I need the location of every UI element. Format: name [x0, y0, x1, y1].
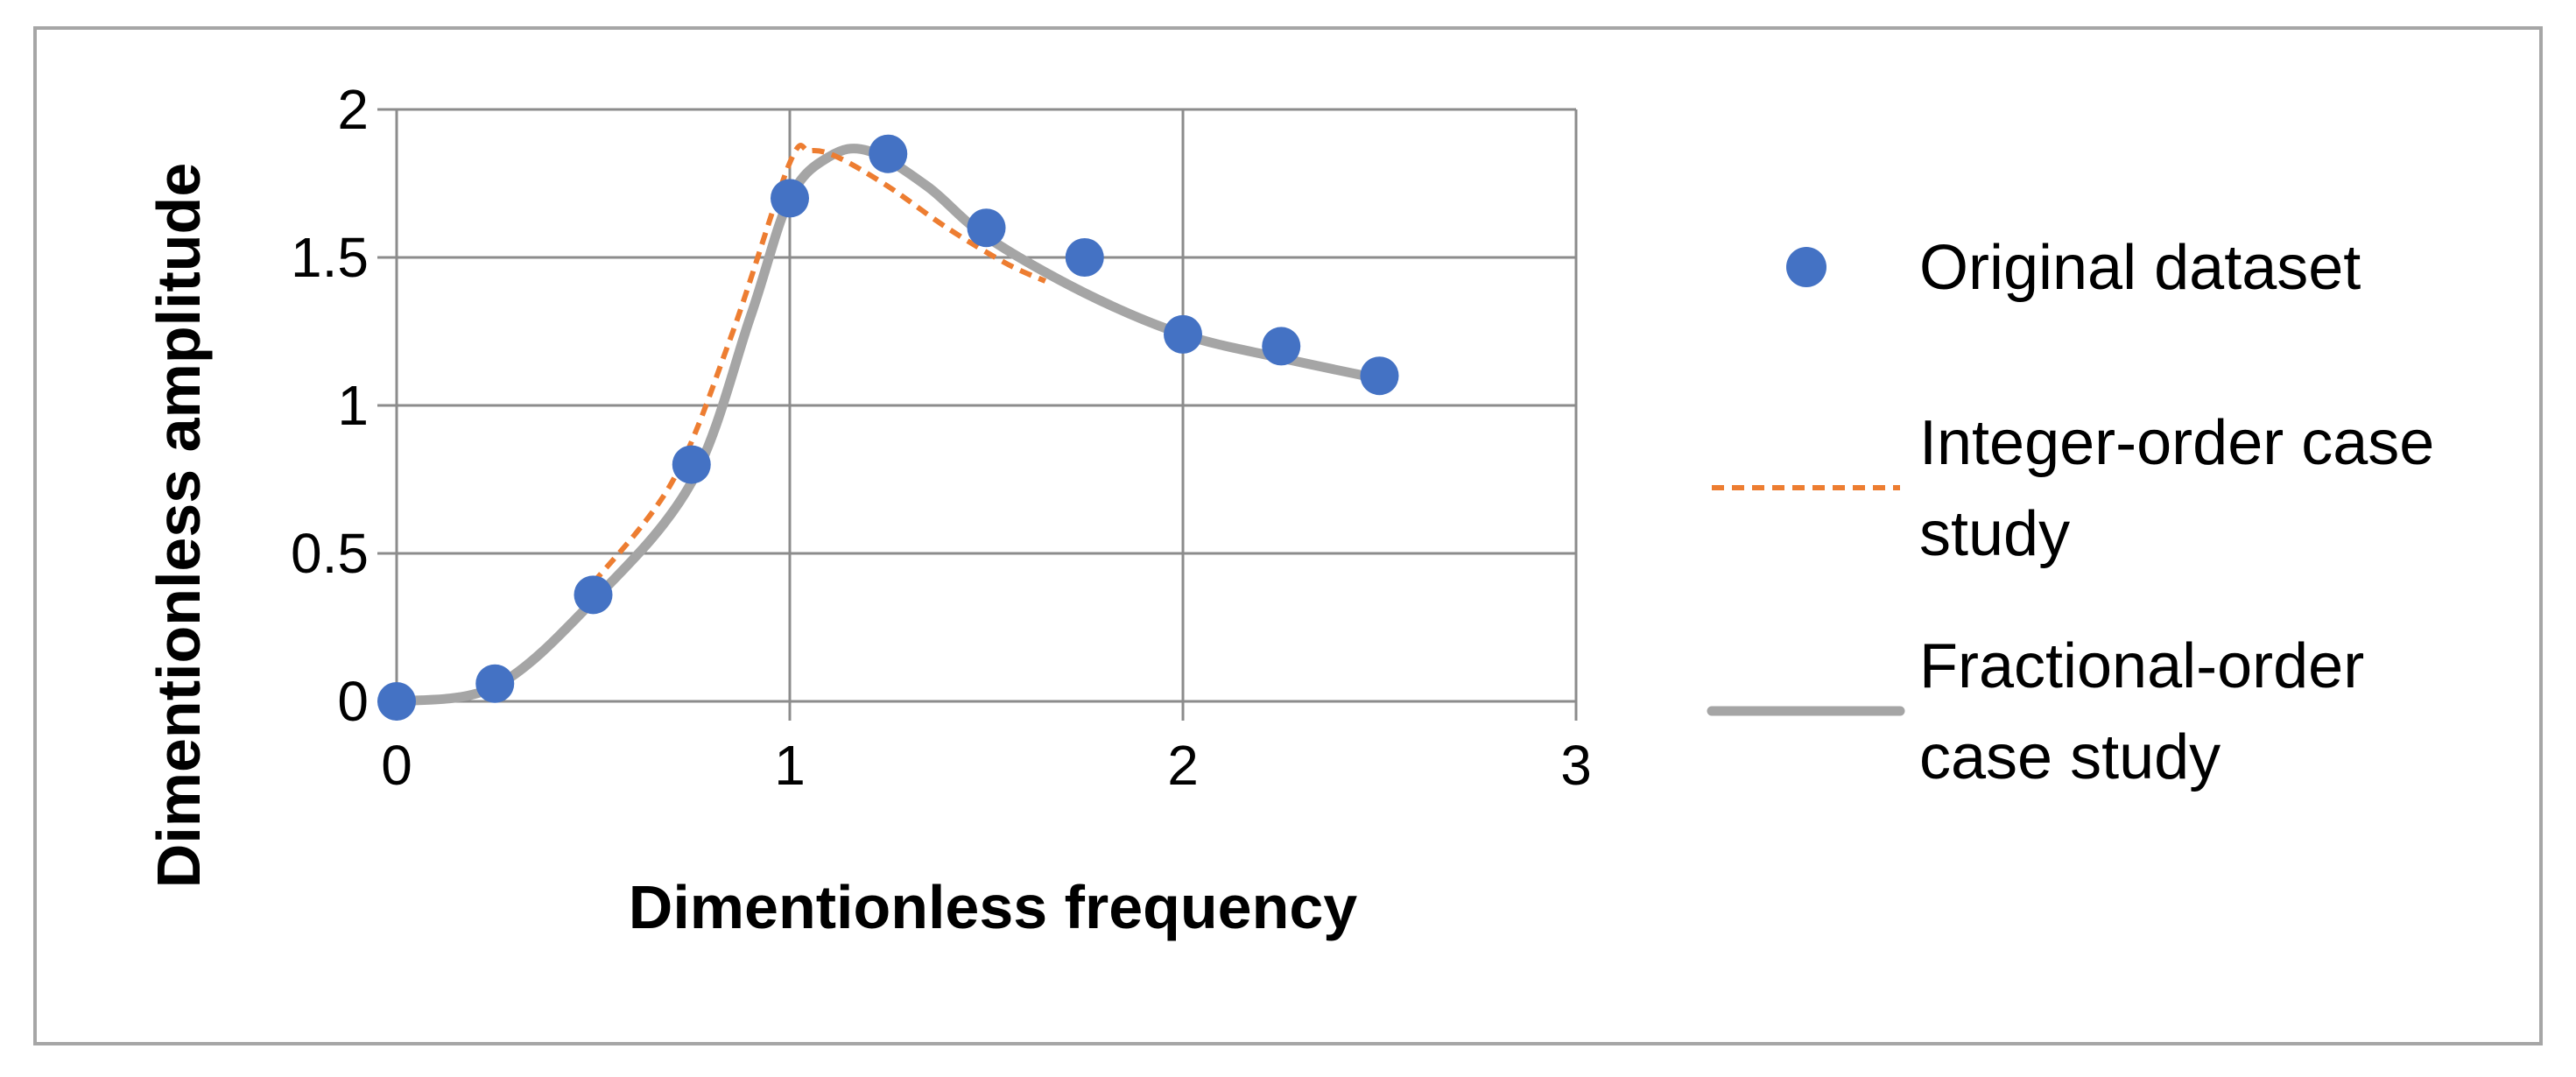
data-point-marker — [967, 208, 1006, 248]
data-point-marker — [574, 575, 613, 615]
legend-label: study — [1919, 499, 2070, 569]
y-tick-label: 2 — [337, 78, 369, 141]
x-tick-label: 3 — [1560, 734, 1592, 797]
legend-label: case study — [1919, 722, 2221, 792]
legend-label: Integer-order case — [1919, 408, 2434, 478]
integer-order-dashed-line — [591, 142, 1047, 585]
data-point-marker — [1262, 327, 1301, 366]
data-point-marker — [475, 664, 515, 703]
legend-marker-icon — [1786, 247, 1826, 287]
data-point-marker — [869, 134, 908, 173]
y-axis-ticks: 0 0.5 1 1.5 2 — [291, 78, 369, 733]
x-tick-label: 1 — [774, 734, 806, 797]
data-point-marker — [771, 179, 809, 218]
plot-grid — [377, 108, 1578, 721]
data-point-marker — [1360, 356, 1399, 396]
data-point-marker — [1065, 238, 1104, 277]
x-axis-ticks: 0 1 2 3 — [381, 734, 1592, 797]
y-tick-label: 0.5 — [291, 522, 369, 585]
y-axis-title: Dimentionless amplitude — [144, 163, 213, 888]
y-tick-label: 0 — [337, 670, 369, 733]
legend-label: Fractional-order — [1919, 631, 2364, 701]
data-point-marker — [672, 445, 711, 484]
y-tick-label: 1 — [337, 374, 369, 437]
data-point-marker — [377, 682, 416, 721]
plot-series — [377, 134, 1399, 721]
x-tick-label: 0 — [381, 734, 412, 797]
chart-legend: Original dataset Integer-order case study F… — [1707, 233, 2434, 792]
x-tick-label: 2 — [1167, 734, 1199, 797]
chart-border — [33, 26, 2543, 1045]
data-point-marker — [1164, 314, 1202, 354]
y-tick-label: 1.5 — [291, 226, 369, 289]
x-axis-title: Dimentionless frequency — [629, 873, 1358, 941]
legend-label: Original dataset — [1919, 233, 2361, 303]
